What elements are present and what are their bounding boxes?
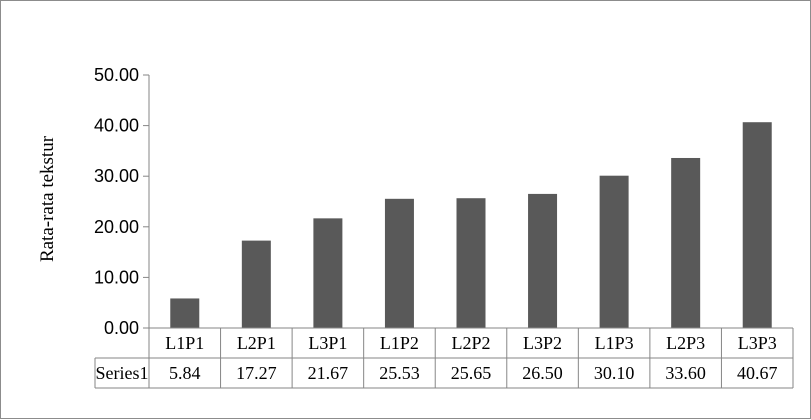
bar-l1p2 <box>384 198 414 328</box>
value-label: 25.65 <box>451 363 492 383</box>
bar-l3p1 <box>313 218 343 328</box>
category-label: L1P2 <box>380 333 419 353</box>
bar-l2p3 <box>671 157 701 328</box>
y-tick-label: 0.00 <box>104 318 139 338</box>
category-label: L3P1 <box>308 333 347 353</box>
y-tick-label: 10.00 <box>94 267 139 287</box>
value-label: 26.50 <box>522 363 563 383</box>
series-name-label: Series1 <box>96 363 149 383</box>
y-tick-label: 30.00 <box>94 166 139 186</box>
category-label: L2P3 <box>666 333 705 353</box>
y-tick-label: 20.00 <box>94 217 139 237</box>
value-label: 40.67 <box>737 363 778 383</box>
category-label: L2P1 <box>237 333 276 353</box>
bar-l1p3 <box>599 175 629 328</box>
y-axis-title: Rata-rata tekstur <box>37 135 58 262</box>
category-label: L2P2 <box>451 333 490 353</box>
bar-l3p3 <box>742 122 772 328</box>
bar-l2p1 <box>241 240 271 328</box>
value-label: 25.53 <box>379 363 420 383</box>
y-axis: 0.00 10.00 20.00 30.00 40.00 50.00 <box>94 65 150 338</box>
value-label: 5.84 <box>169 363 201 383</box>
data-table: Series1 L1P1 5.84 L2P1 17.27 L3P1 21.67 L1P2 25.… <box>94 327 794 389</box>
category-label: L1P3 <box>595 333 634 353</box>
bars <box>170 122 772 328</box>
y-tick-label: 40.00 <box>94 116 139 136</box>
bar-l2p2 <box>456 198 486 328</box>
value-label: 17.27 <box>236 363 277 383</box>
category-label: L3P2 <box>523 333 562 353</box>
bar-l3p2 <box>528 193 558 328</box>
value-label: 30.10 <box>594 363 635 383</box>
y-tick-label: 50.00 <box>94 65 139 85</box>
value-label: 33.60 <box>665 363 706 383</box>
bar-l1p1 <box>170 298 200 328</box>
category-label: L3P3 <box>738 333 777 353</box>
category-label: L1P1 <box>165 333 204 353</box>
value-label: 21.67 <box>308 363 349 383</box>
